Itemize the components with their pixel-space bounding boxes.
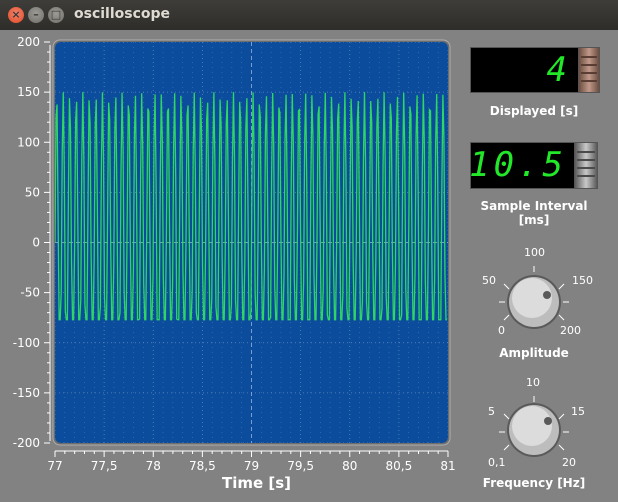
signal-trace [55, 92, 448, 321]
displayed-value: 4 [546, 50, 571, 90]
x-tick-label: 79 [244, 459, 259, 473]
close-icon: × [11, 8, 21, 21]
window-title: oscilloscope [74, 6, 171, 22]
frequency-knob-indicator [544, 417, 552, 425]
frequency-knob-highlight [512, 406, 552, 446]
amplitude-scale-150: 150 [572, 274, 593, 287]
amplitude-knob[interactable] [494, 262, 574, 342]
frequency-scale-5: 5 [488, 405, 495, 418]
y-axis-ticks: 200 150 100 50 0 -50 -100 -150 -200 [13, 35, 50, 450]
x-tick-label: 81 [440, 459, 455, 473]
sample-interval-label: Sample Interval [ms] [480, 199, 588, 227]
x-axis-ticks: 77 77,5 78 78,5 79 79,5 80 80,5 81 [47, 451, 456, 473]
y-tick-label: 0 [32, 236, 40, 250]
sample-interval-lcd: 10.5 [469, 142, 576, 189]
amplitude-scale-200: 200 [560, 324, 581, 337]
amplitude-scale-0: 0 [498, 324, 505, 337]
amplitude-scale-50: 50 [482, 274, 496, 287]
x-axis-title: Time [s] [222, 474, 292, 492]
x-tick-label: 79,5 [287, 459, 314, 473]
y-tick-label: -50 [20, 286, 40, 300]
y-tick-label: -150 [13, 386, 40, 400]
frequency-scale-0-1: 0,1 [488, 456, 506, 469]
minimize-button[interactable]: – [28, 7, 44, 23]
amplitude-knob-highlight [512, 278, 552, 318]
title-bar: × – □ oscilloscope [0, 0, 618, 30]
frequency-knob[interactable] [494, 390, 574, 470]
x-tick-label: 80 [342, 459, 357, 473]
displayed-wheel[interactable] [578, 47, 600, 93]
frequency-scale-15: 15 [571, 405, 585, 418]
amplitude-scale-100: 100 [524, 246, 545, 259]
x-tick-label: 77 [47, 459, 62, 473]
y-tick-label: -200 [13, 436, 40, 450]
x-tick-label: 78,5 [189, 459, 216, 473]
minimize-icon: – [33, 8, 39, 21]
x-tick-label: 80,5 [386, 459, 413, 473]
amplitude-knob-ticks [499, 266, 569, 321]
y-tick-label: -100 [13, 336, 40, 350]
y-tick-label: 50 [25, 185, 40, 199]
plot-area: 200 150 100 50 0 -50 -100 -150 -200 77 77,5 78 78,5… [13, 35, 456, 473]
frequency-scale-10: 10 [526, 376, 540, 389]
amplitude-knob-indicator [543, 291, 551, 299]
displayed-label: Displayed [s] [489, 104, 579, 118]
frequency-scale-20: 20 [562, 456, 576, 469]
x-tick-label: 78 [146, 459, 161, 473]
displayed-lcd: 4 [470, 47, 580, 93]
maximize-icon: □ [50, 8, 62, 21]
x-tick-label: 77,5 [91, 459, 118, 473]
maximize-button[interactable]: □ [48, 7, 64, 23]
sample-interval-value: 10.5 [469, 145, 567, 185]
y-tick-label: 100 [17, 135, 40, 149]
frequency-knob-ticks [499, 396, 569, 451]
y-tick-label: 200 [17, 35, 40, 49]
sample-interval-wheel[interactable] [574, 142, 598, 189]
y-tick-label: 150 [17, 85, 40, 99]
close-button[interactable]: × [8, 7, 24, 23]
amplitude-label: Amplitude [499, 346, 569, 360]
frequency-label: Frequency [Hz] [482, 476, 586, 490]
